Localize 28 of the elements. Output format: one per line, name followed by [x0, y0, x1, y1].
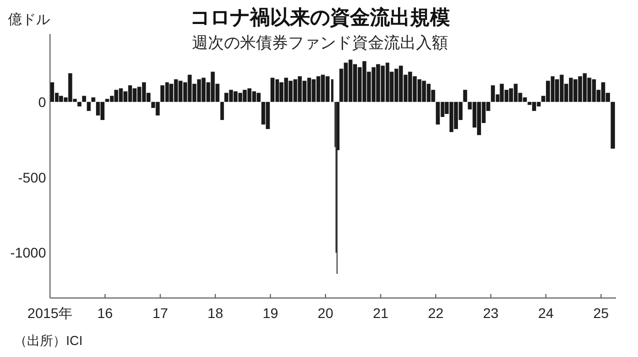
bar [463, 90, 468, 102]
x-tick-label: 22 [428, 305, 444, 321]
bar [610, 102, 615, 149]
text: （出所）ICI [14, 333, 83, 348]
bar [91, 97, 96, 102]
x-tick-label: 2015年 [27, 305, 73, 321]
bar [220, 102, 224, 120]
bar [156, 102, 160, 116]
y-axis-title: 億ドル [8, 11, 50, 27]
x-tick-label: 20 [318, 305, 334, 321]
y-tick-label: 0 [38, 94, 46, 110]
chart-subtitle: 週次の米債券ファンド資金流出入額 [192, 34, 448, 52]
bar [86, 102, 91, 111]
bar [266, 102, 270, 130]
x-tick-label: 17 [152, 305, 168, 321]
x-tick-label: 16 [97, 305, 114, 321]
x-tick-label: 24 [538, 305, 554, 321]
chart-title: コロナ禍以来の資金流出規模 [190, 6, 450, 29]
x-tick-label: 18 [208, 305, 224, 321]
y-tick-label: -500 [18, 169, 46, 186]
bar [77, 102, 82, 106]
bar [105, 98, 110, 102]
bar [82, 96, 86, 102]
x-tick-label: 21 [372, 305, 389, 321]
y-tick-label: -1000 [10, 244, 46, 261]
x-tick-label: 23 [483, 305, 499, 321]
x-tick-label: 19 [262, 305, 278, 321]
x-tick-label: 25 [593, 305, 610, 321]
